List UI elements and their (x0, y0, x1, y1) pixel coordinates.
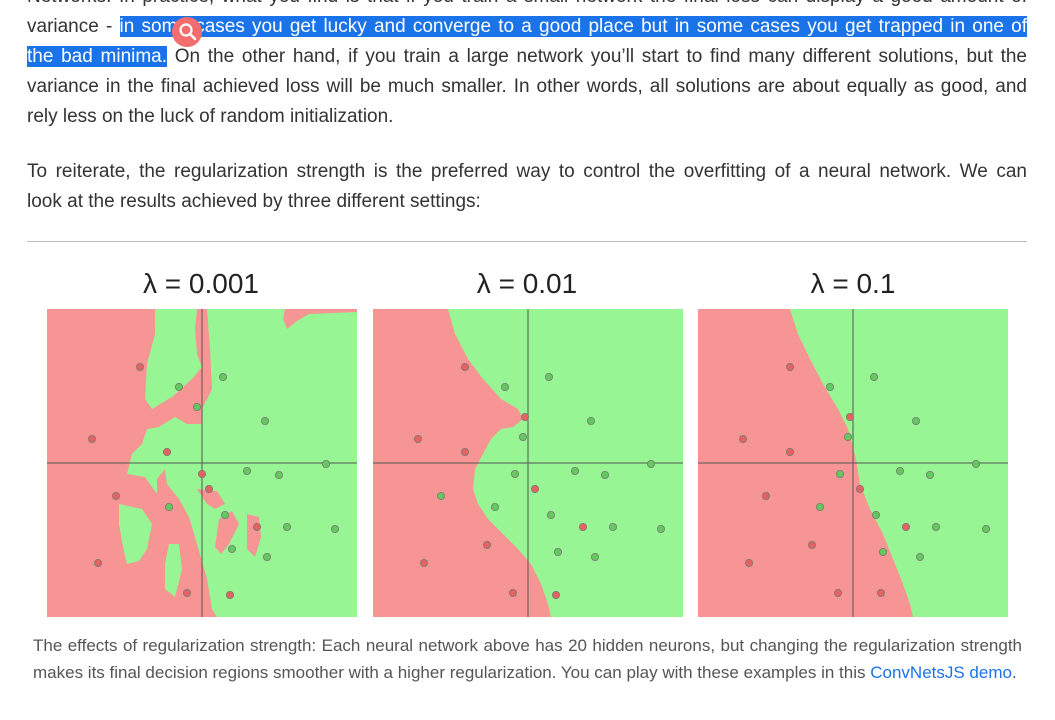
text-line: look at the results achieved by three di… (27, 191, 481, 212)
text-line: Networks. In practice, what you find is … (27, 0, 1027, 12)
decision-region-plot (47, 309, 357, 617)
text-plain: variance - (27, 16, 120, 37)
green-region (119, 504, 152, 564)
figure-caption: The effects of regularization strength: … (33, 632, 1022, 686)
paragraph-regularization: To reiterate, the regularization strengt… (27, 157, 1027, 217)
section-divider (27, 241, 1027, 242)
red-region (47, 309, 217, 617)
convnetjs-demo-link[interactable]: ConvNetsJS demo (870, 663, 1012, 682)
green-region (165, 544, 182, 597)
text-line: To reiterate, the regularization strengt… (27, 161, 1027, 182)
text-line: variance - in some cases you get lucky a… (27, 12, 1027, 42)
panel-title: λ = 0.01 (476, 268, 578, 299)
panel-title: λ = 0.1 (810, 268, 896, 299)
text-plain: On the other hand, if you train a large … (167, 46, 1027, 67)
selected-text[interactable]: the bad minima. (27, 46, 168, 67)
data-points (88, 363, 339, 599)
red-region (215, 511, 239, 554)
selection-search-button[interactable] (172, 17, 202, 47)
red-region (197, 489, 225, 509)
decision-region-plot (698, 309, 1008, 617)
text-line: rely less on the luck of random initiali… (27, 106, 394, 127)
data-points (739, 363, 990, 597)
search-icon (179, 23, 197, 41)
red-region (283, 309, 357, 329)
text-line: variance in the final achieved loss will… (27, 76, 1027, 97)
data-points (414, 363, 665, 599)
caption-end: . (1011, 663, 1017, 682)
decision-region-plot (373, 309, 683, 617)
paragraph-overfitting: Networks. In practice, what you find is … (27, 0, 1027, 132)
selected-text[interactable]: in some cases you get lucky and converge… (119, 16, 1027, 37)
caption-text: The effects of regularization strength: … (33, 636, 1022, 682)
text-line: the bad minima. On the other hand, if yo… (27, 42, 1027, 72)
panel-title: λ = 0.001 (143, 268, 259, 299)
